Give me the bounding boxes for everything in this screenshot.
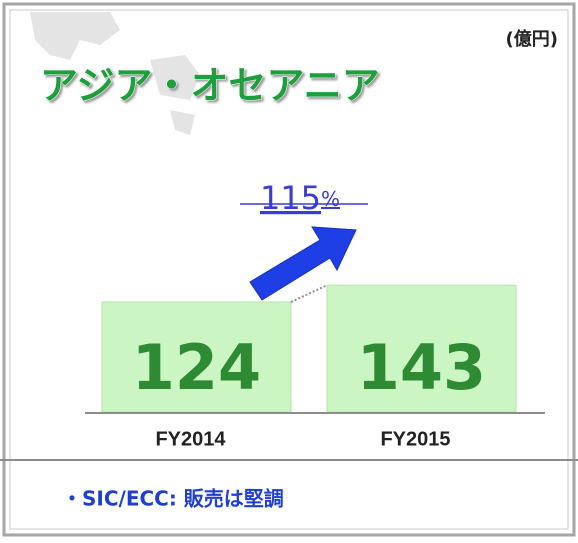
value-label: 124 [132,331,261,404]
unit: (億円) [506,28,558,50]
bar [101,301,292,413]
inner-frame [9,9,569,530]
x-tick-label: FY2014 [155,428,226,450]
note: ・SIC/ECC: 販売は堅調 [62,487,284,511]
x-tick-label: FY2015 [380,428,450,450]
map-decoration [30,12,200,135]
growth-arrow [249,226,357,301]
value-label: 143 [357,331,486,404]
growth-annotation: 115% [260,179,340,217]
chart-title: アジア・オセアニア [40,64,380,108]
connector [290,284,328,303]
bar [326,284,517,413]
